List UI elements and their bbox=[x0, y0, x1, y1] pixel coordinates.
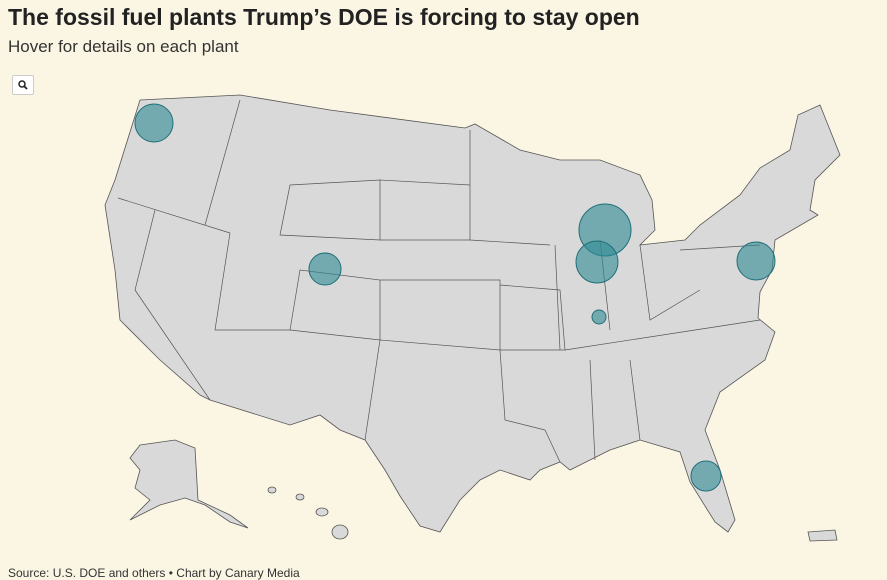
plant-bubble[interactable] bbox=[690, 460, 722, 492]
contiguous-us bbox=[104, 94, 841, 533]
source: Source: U.S. DOE and others • Chart by C… bbox=[8, 566, 300, 580]
plant-bubble[interactable] bbox=[308, 252, 342, 286]
plant-bubble[interactable] bbox=[575, 240, 619, 284]
plant-bubble[interactable] bbox=[134, 103, 174, 143]
puerto-rico bbox=[807, 529, 838, 542]
search-icon bbox=[18, 80, 28, 90]
plant-bubble[interactable] bbox=[736, 241, 776, 281]
title: The fossil fuel plants Trump’s DOE is fo… bbox=[8, 4, 640, 30]
state-borders bbox=[117, 99, 761, 463]
search-button[interactable] bbox=[12, 75, 34, 95]
subtitle: Hover for details on each plant bbox=[8, 37, 239, 56]
plant-bubbles bbox=[134, 103, 776, 492]
hawaii bbox=[267, 486, 349, 540]
alaska bbox=[129, 439, 249, 529]
plant-bubble[interactable] bbox=[591, 309, 607, 325]
